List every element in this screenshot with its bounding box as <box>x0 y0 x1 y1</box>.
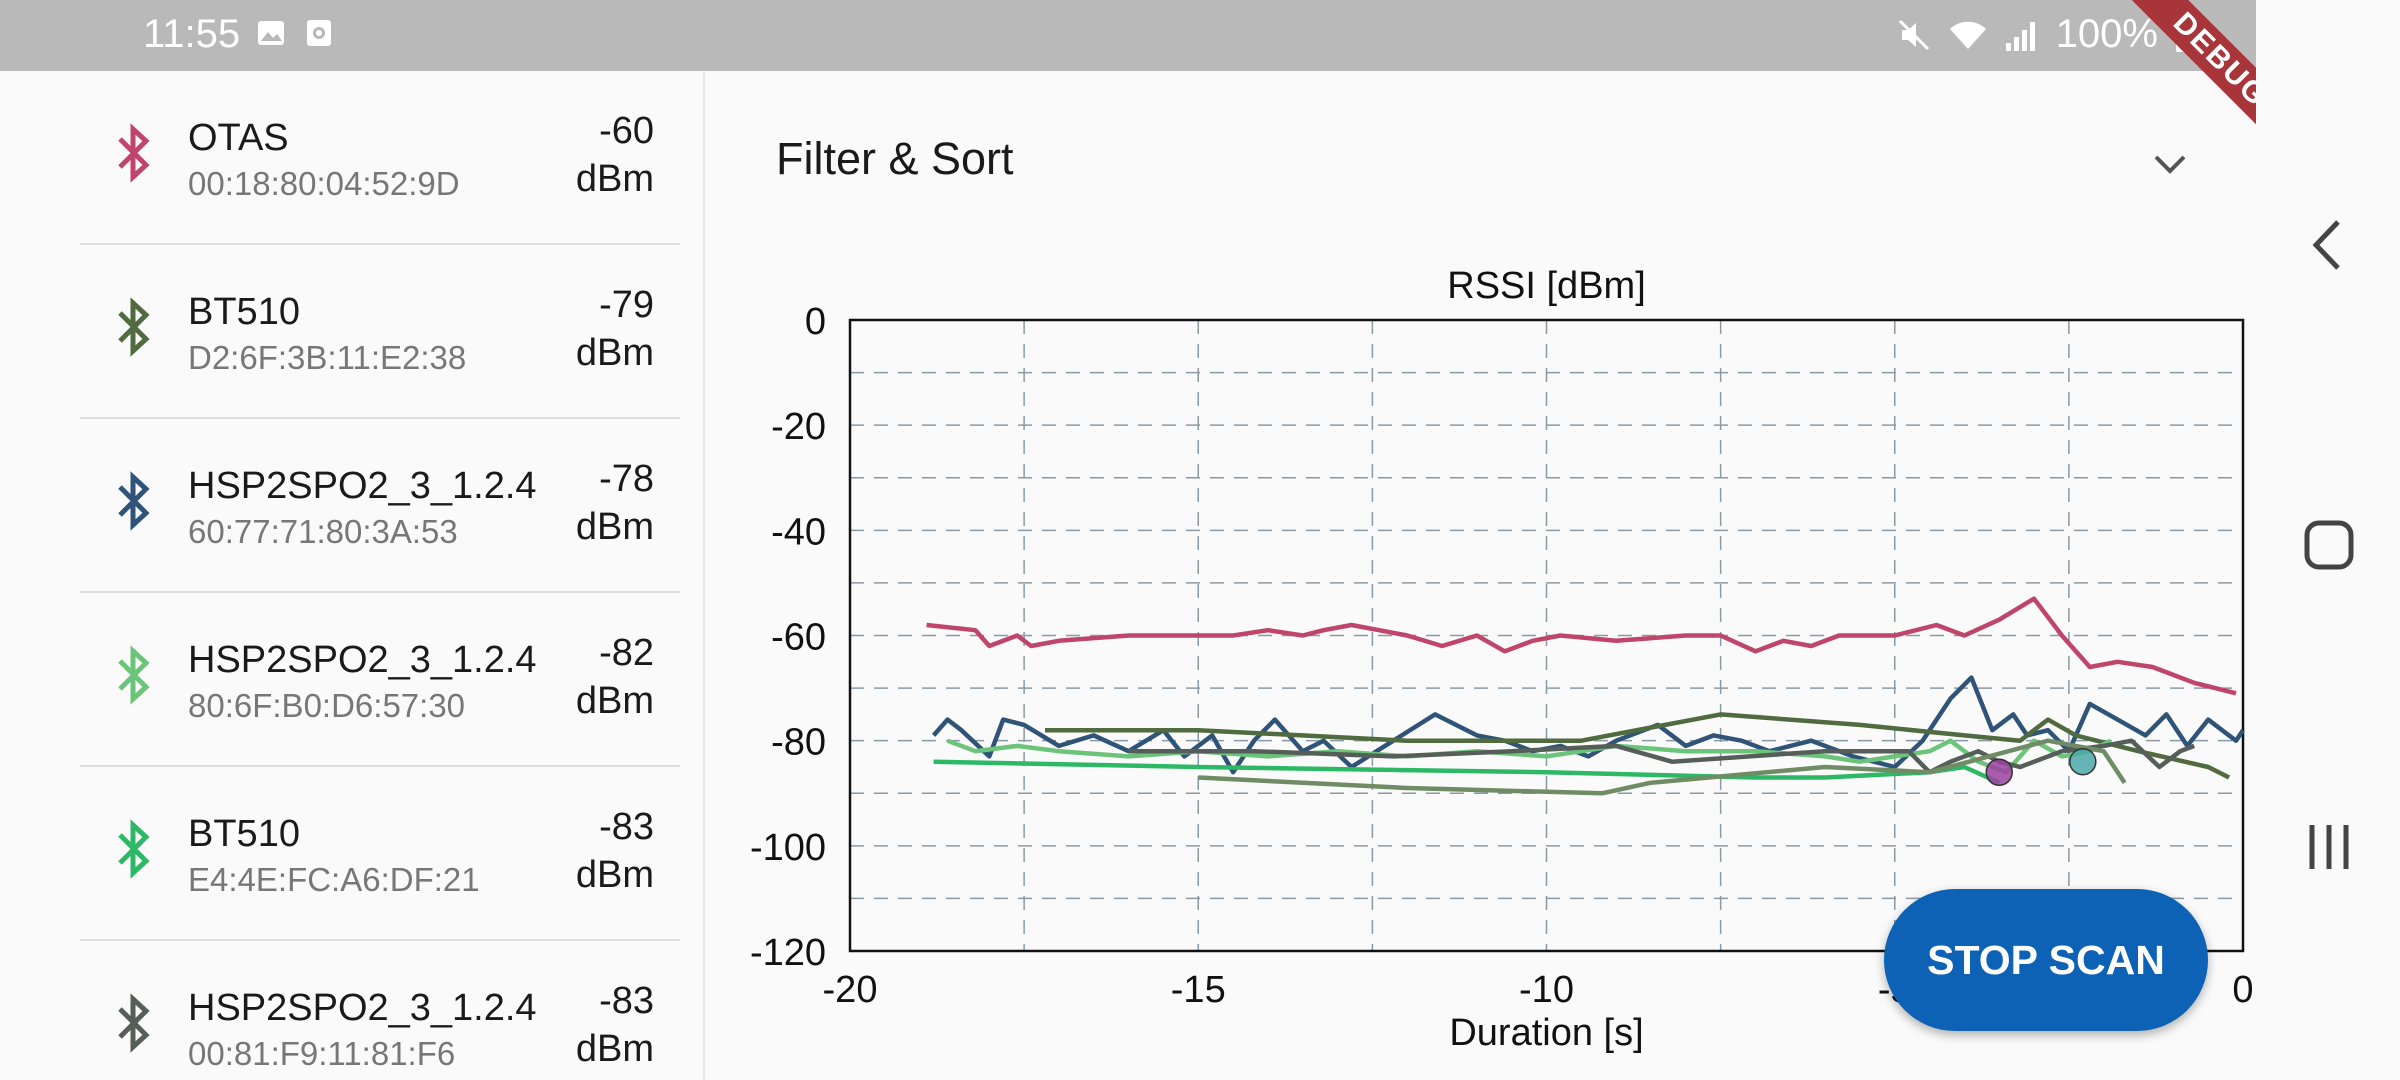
device-mac: D2:6F:3B:11:E2:38 <box>188 339 467 376</box>
device-list-item[interactable]: BT510 E4:4E:FC:A6:DF:21 -83 dBm <box>80 767 680 941</box>
status-time: 11:55 <box>143 12 241 56</box>
back-icon[interactable] <box>2304 218 2352 272</box>
device-rssi: -60 dBm <box>575 110 654 200</box>
x-axis-label: Duration [s] <box>1449 1012 1643 1054</box>
series-line <box>931 675 2245 775</box>
y-tick-label: -100 <box>750 827 826 869</box>
device-rssi: -83 dBm <box>575 980 654 1070</box>
recents-icon[interactable] <box>2304 822 2354 872</box>
x-tick-label: -15 <box>1171 969 1226 1011</box>
series-line <box>1128 738 2196 775</box>
device-rssi: -83 dBm <box>575 806 654 896</box>
signal-icon <box>2005 21 2035 51</box>
chevron-down-icon[interactable] <box>2150 145 2190 185</box>
device-list-item[interactable]: HSP2SPO2_3_1.2.4 80:6F:B0:D6:57:30 -82 dBm <box>80 593 680 767</box>
x-tick-label: -10 <box>1519 969 1574 1011</box>
bluetooth-icon <box>118 645 150 705</box>
screen-record-icon <box>307 20 331 46</box>
device-rssi: -82 dBm <box>575 632 654 722</box>
navigation-bar <box>2256 0 2400 1080</box>
bluetooth-icon <box>118 471 150 531</box>
bluetooth-icon <box>118 297 150 357</box>
y-tick-label: 0 <box>805 301 826 343</box>
bluetooth-icon <box>118 123 150 183</box>
rssi-chart: 0-20-40-60-80-100-120-20-15-10-50RSSI [d… <box>750 265 2254 1054</box>
data-point <box>2069 747 2097 776</box>
series-line <box>926 596 2237 696</box>
filter-sort-title[interactable]: Filter & Sort <box>776 133 1014 184</box>
device-name: OTAS <box>188 117 289 159</box>
device-list-item[interactable]: HSP2SPO2_3_1.2.4 60:77:71:80:3A:53 -78 dBm <box>80 419 680 593</box>
y-tick-label: -20 <box>771 406 826 448</box>
device-list[interactable]: OTAS 00:18:80:04:52:9D -60 dBm BT510 D2:6F:3B… <box>0 71 705 1080</box>
plot-frame <box>848 318 2245 953</box>
series-line <box>1198 738 2127 796</box>
status-bar: 11:55 100% <box>0 0 2256 71</box>
device-name: BT510 <box>188 813 300 855</box>
device-name: HSP2SPO2_3_1.2.4 <box>188 987 537 1029</box>
battery-icon <box>2176 17 2194 52</box>
device-rssi: -79 dBm <box>575 284 654 374</box>
home-icon[interactable] <box>2304 520 2354 570</box>
x-tick-label: 0 <box>2232 969 2253 1011</box>
device-name: HSP2SPO2_3_1.2.4 <box>188 639 537 681</box>
device-mac: 00:18:80:04:52:9D <box>188 165 460 202</box>
bluetooth-icon <box>118 819 150 879</box>
main-panel: Filter & Sort 0 -20 -40 -60 -80 -100 -120 -20 -1… <box>705 71 2256 1080</box>
gallery-icon <box>258 21 284 45</box>
series-line <box>1045 712 2231 780</box>
device-list-item[interactable]: BT510 D2:6F:3B:11:E2:38 -79 dBm <box>80 245 680 419</box>
bluetooth-icon <box>118 993 150 1053</box>
mute-icon <box>1898 19 1929 50</box>
device-mac: 00:81:F9:11:81:F6 <box>188 1035 456 1072</box>
x-tick-label: -20 <box>823 969 878 1011</box>
stop-scan-button[interactable]: STOP SCAN <box>1884 889 2208 1031</box>
device-list-item[interactable]: HSP2SPO2_3_1.2.4 00:81:F9:11:81:F6 -83 dBm <box>80 941 680 1080</box>
device-list-item[interactable]: OTAS 00:18:80:04:52:9D -60 dBm <box>80 71 680 245</box>
wifi-icon <box>1949 21 1986 49</box>
chart-title: RSSI [dBm] <box>1447 265 1646 307</box>
device-name: BT510 <box>188 291 300 333</box>
battery-percent: 100% <box>2055 12 2158 56</box>
series-line <box>933 759 2001 785</box>
device-rssi: -78 dBm <box>575 458 654 548</box>
device-name: HSP2SPO2_3_1.2.4 <box>188 465 537 507</box>
device-mac: 80:6F:B0:D6:57:30 <box>188 687 466 724</box>
y-tick-label: -60 <box>771 617 826 659</box>
data-point <box>1985 758 2013 786</box>
device-mac: E4:4E:FC:A6:DF:21 <box>188 861 480 898</box>
device-mac: 60:77:71:80:3A:53 <box>188 513 458 550</box>
y-tick-label: -40 <box>771 511 826 553</box>
y-tick-label: -80 <box>771 722 826 764</box>
y-tick-label: -120 <box>750 932 826 974</box>
